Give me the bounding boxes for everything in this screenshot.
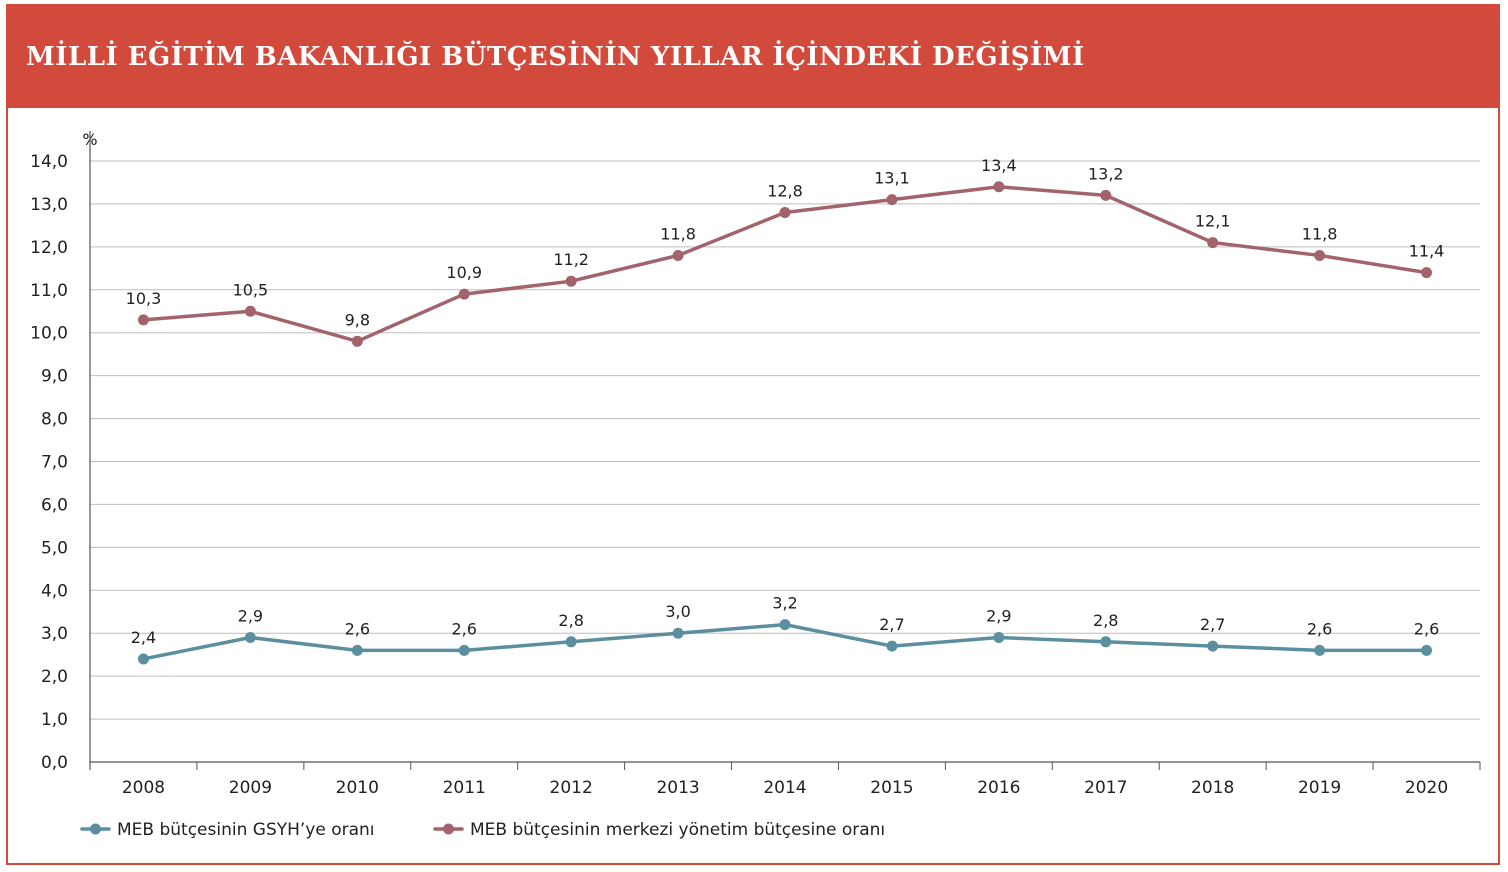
data-label-gdp: 2,8 xyxy=(1093,611,1118,630)
data-label-budget: 13,4 xyxy=(981,156,1017,175)
data-label-budget: 12,8 xyxy=(767,182,803,201)
y-tick-label: 11,0 xyxy=(30,281,68,301)
data-point-budget xyxy=(244,305,256,317)
data-point-gdp xyxy=(351,644,363,656)
data-label-gdp: 3,0 xyxy=(665,602,690,621)
data-label-budget: 13,1 xyxy=(874,169,910,188)
legend-marker-dot xyxy=(90,823,101,835)
y-tick-label: 13,0 xyxy=(30,195,68,215)
data-label-budget: 13,2 xyxy=(1088,164,1124,183)
data-label-budget: 10,3 xyxy=(126,289,162,308)
data-point-gdp xyxy=(1100,636,1112,648)
x-tick-label: 2016 xyxy=(977,778,1020,798)
data-point-gdp xyxy=(779,619,791,631)
data-label-budget: 10,9 xyxy=(446,263,482,282)
y-tick-label: 10,0 xyxy=(30,324,68,344)
data-point-gdp xyxy=(886,640,898,652)
x-tick-label: 2014 xyxy=(763,778,806,798)
data-point-budget xyxy=(137,314,149,326)
y-tick-label: 4,0 xyxy=(41,581,68,601)
x-tick-label: 2012 xyxy=(550,778,593,798)
y-tick-label: 14,0 xyxy=(30,152,68,172)
legend-label-budget: MEB bütçesinin merkezi yönetim bütçesine… xyxy=(470,820,885,840)
data-label-budget: 11,8 xyxy=(660,224,696,243)
chart-header: MİLLİ EĞİTİM BAKANLIĞI BÜTÇESİNİN YILLAR… xyxy=(8,6,1498,108)
data-label-gdp: 2,6 xyxy=(1307,619,1332,638)
data-point-gdp xyxy=(993,632,1005,644)
y-tick-label: 3,0 xyxy=(41,624,68,644)
data-label-gdp: 2,6 xyxy=(452,619,477,638)
y-tick-label: 1,0 xyxy=(41,710,68,730)
y-tick-label: 5,0 xyxy=(41,538,68,558)
data-point-budget xyxy=(1207,237,1219,249)
x-tick-label: 2017 xyxy=(1084,778,1127,798)
data-point-gdp xyxy=(1421,644,1433,656)
x-tick-label: 2010 xyxy=(336,778,379,798)
data-label-gdp: 2,8 xyxy=(558,611,583,630)
data-point-gdp xyxy=(1314,644,1326,656)
x-tick-label: 2020 xyxy=(1405,778,1448,798)
x-tick-label: 2013 xyxy=(656,778,699,798)
data-point-gdp xyxy=(458,644,470,656)
data-point-budget xyxy=(1421,267,1433,279)
data-point-budget xyxy=(351,335,363,347)
data-point-gdp xyxy=(565,636,577,648)
y-tick-label: 8,0 xyxy=(41,410,68,430)
data-point-gdp xyxy=(672,627,684,639)
data-label-gdp: 2,9 xyxy=(238,607,263,626)
data-point-gdp xyxy=(244,632,256,644)
y-tick-label: 9,0 xyxy=(41,367,68,387)
legend-marker-dot xyxy=(443,823,454,835)
data-point-gdp xyxy=(1207,640,1219,652)
data-label-gdp: 2,9 xyxy=(986,607,1011,626)
data-label-budget: 10,5 xyxy=(233,280,269,299)
y-tick-label: 12,0 xyxy=(30,238,68,258)
x-tick-label: 2018 xyxy=(1191,778,1234,798)
data-label-gdp: 2,4 xyxy=(131,628,156,647)
x-tick-label: 2011 xyxy=(443,778,486,798)
data-label-gdp: 3,2 xyxy=(772,594,797,613)
data-label-budget: 11,2 xyxy=(553,250,589,269)
data-point-budget xyxy=(886,194,898,206)
data-label-gdp: 2,6 xyxy=(345,619,370,638)
y-tick-label: 7,0 xyxy=(41,453,68,473)
data-point-budget xyxy=(779,207,791,219)
data-label-gdp: 2,7 xyxy=(879,615,904,634)
data-point-budget xyxy=(993,181,1005,193)
data-point-budget xyxy=(1100,189,1112,201)
x-tick-label: 2015 xyxy=(870,778,913,798)
legend-label-gdp: MEB bütçesinin GSYH’ye oranı xyxy=(117,820,375,840)
data-label-budget: 12,1 xyxy=(1195,212,1231,231)
data-label-gdp: 2,7 xyxy=(1200,615,1225,634)
y-tick-label: 6,0 xyxy=(41,495,68,515)
data-point-budget xyxy=(458,288,470,300)
x-tick-label: 2019 xyxy=(1298,778,1341,798)
data-label-budget: 9,8 xyxy=(345,310,370,329)
y-tick-label: 0,0 xyxy=(41,753,68,773)
x-tick-label: 2009 xyxy=(229,778,272,798)
chart-title: MİLLİ EĞİTİM BAKANLIĞI BÜTÇESİNİN YILLAR… xyxy=(26,42,1085,72)
data-point-gdp xyxy=(137,653,149,665)
data-label-budget: 11,4 xyxy=(1409,242,1445,261)
data-point-budget xyxy=(565,275,577,287)
data-label-gdp: 2,6 xyxy=(1414,619,1439,638)
y-tick-label: 2,0 xyxy=(41,667,68,687)
data-point-budget xyxy=(672,249,684,261)
data-point-budget xyxy=(1314,249,1326,261)
data-label-budget: 11,8 xyxy=(1302,224,1338,243)
chart-frame: MİLLİ EĞİTİM BAKANLIĞI BÜTÇESİNİN YILLAR… xyxy=(6,4,1500,865)
x-tick-label: 2008 xyxy=(122,778,165,798)
